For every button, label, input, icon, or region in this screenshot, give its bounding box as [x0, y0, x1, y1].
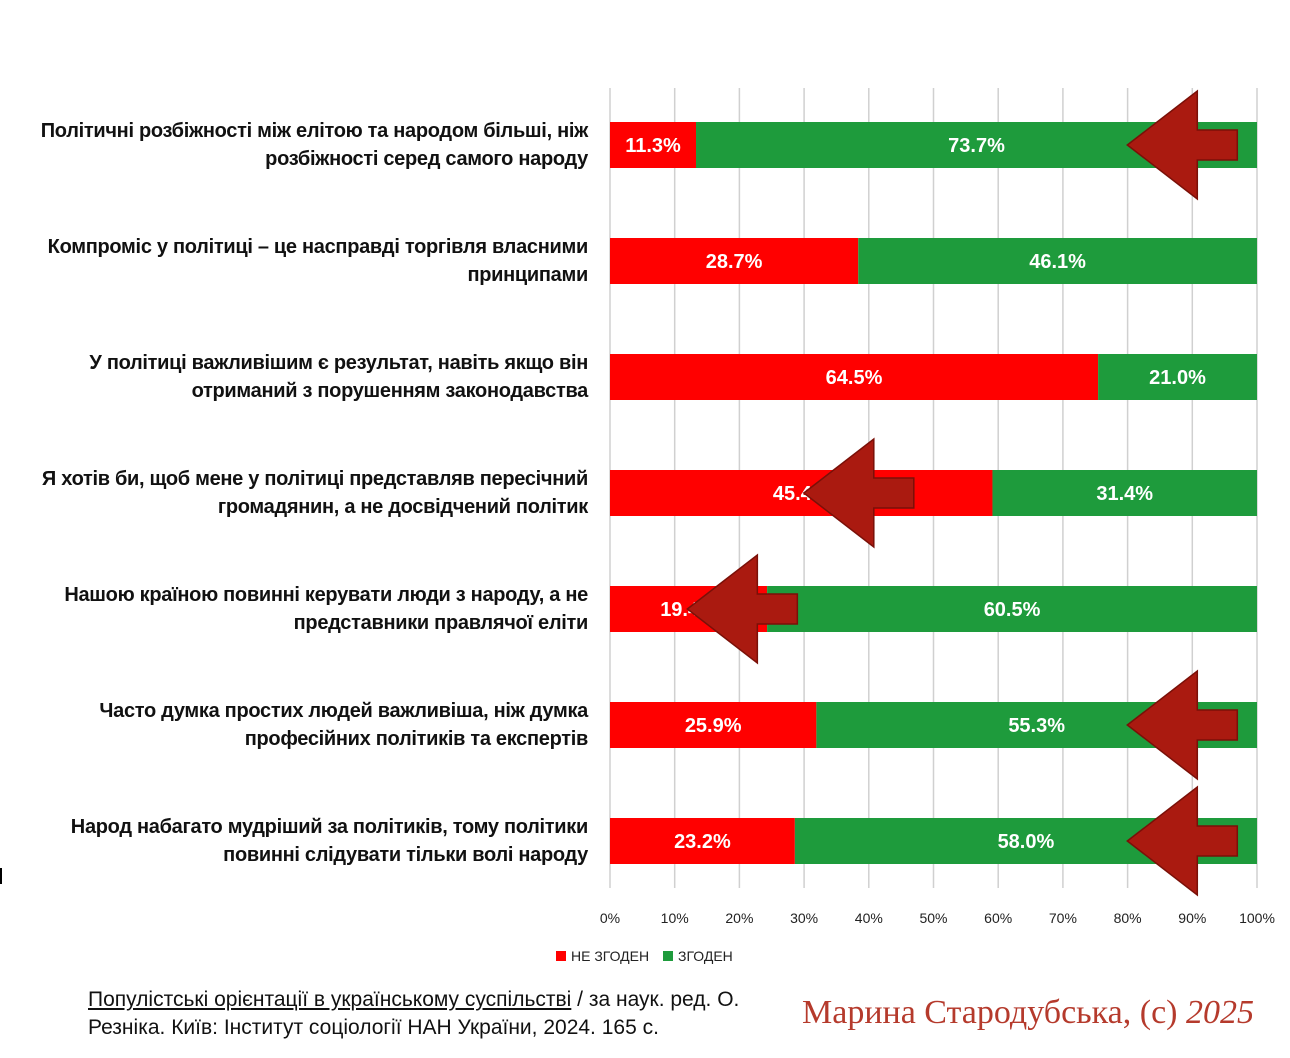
x-tick-label: 50%: [919, 910, 947, 926]
category-label: Часто думка простих людей важливіша, ніж…: [99, 700, 588, 750]
x-tick-label: 40%: [855, 910, 883, 926]
edge-mark: [0, 868, 2, 884]
legend-label-agree: ЗГОДЕН: [678, 948, 733, 964]
signature-name: Марина Стародубська, (с): [802, 994, 1186, 1031]
bar-segment: [610, 238, 859, 284]
bar-segment: [858, 238, 1257, 284]
data-label: 46.1%: [1029, 251, 1086, 273]
legend-swatch-agree: [663, 951, 673, 962]
left-arrow-annotation: [1126, 785, 1239, 897]
category-label: Політичні розбіжності між елітою та наро…: [40, 120, 589, 170]
data-label: 55.3%: [1008, 715, 1065, 737]
data-label: 28.7%: [706, 251, 763, 273]
legend-label-disagree: НЕ ЗГОДЕН: [571, 948, 650, 964]
x-tick-label: 0%: [600, 910, 620, 926]
x-tick-label: 20%: [725, 910, 753, 926]
source-citation: Популістські орієнтації в українському с…: [88, 986, 808, 1042]
legend-item-agree: ЗГОДЕН: [663, 948, 733, 964]
signature-year: 2025: [1186, 994, 1254, 1031]
legend-item-disagree: НЕ ЗГОДЕН: [556, 948, 653, 964]
data-label: 31.4%: [1096, 483, 1153, 505]
data-label: 73.7%: [948, 135, 1005, 157]
bar-segment: [610, 702, 817, 748]
legend-swatch-disagree: [556, 951, 566, 962]
category-label: Народ набагато мудріший за політиків, то…: [70, 816, 589, 866]
bar-segment: [610, 354, 1099, 400]
x-tick-label: 90%: [1178, 910, 1206, 926]
source-title[interactable]: Популістські орієнтації в українському с…: [88, 988, 572, 1011]
x-tick-label: 10%: [661, 910, 689, 926]
data-label: 23.2%: [674, 831, 731, 853]
data-label: 21.0%: [1149, 367, 1206, 389]
bar-segment: [610, 122, 697, 168]
data-label: 11.3%: [625, 135, 681, 157]
x-tick-label: 100%: [1239, 910, 1275, 926]
bar-segment: [992, 470, 1257, 516]
signature: Марина Стародубська, (с) 2025: [802, 994, 1254, 1032]
category-label: Я хотів би, щоб мене у політиці представ…: [41, 468, 588, 518]
left-arrow-annotation: [802, 437, 915, 549]
category-label: Компроміс у політиці – це насправді торг…: [47, 236, 589, 286]
left-arrow-annotation: [686, 553, 799, 665]
data-label: 25.9%: [685, 715, 742, 737]
legend: НЕ ЗГОДЕН ЗГОДЕН: [556, 948, 743, 964]
data-label: 64.5%: [826, 367, 883, 389]
bar-segment: [610, 470, 993, 516]
data-label: 60.5%: [984, 599, 1041, 621]
category-label: Нашою країною повинні керувати люди з на…: [64, 584, 588, 634]
x-tick-label: 30%: [790, 910, 818, 926]
bar-segment: [1098, 354, 1257, 400]
x-tick-label: 80%: [1114, 910, 1142, 926]
bar-segment: [610, 818, 795, 864]
x-tick-label: 60%: [984, 910, 1012, 926]
bar-segment: [767, 586, 1257, 632]
x-tick-label: 70%: [1049, 910, 1077, 926]
source-details: / за наук. ред. О. Резніка. Київ: Інстит…: [88, 988, 740, 1039]
category-label: У політиці важливішим є результат, навіт…: [89, 352, 588, 402]
left-arrow-annotation: [1126, 669, 1239, 781]
left-arrow-annotation: [1126, 89, 1239, 201]
data-label: 58.0%: [998, 831, 1055, 853]
